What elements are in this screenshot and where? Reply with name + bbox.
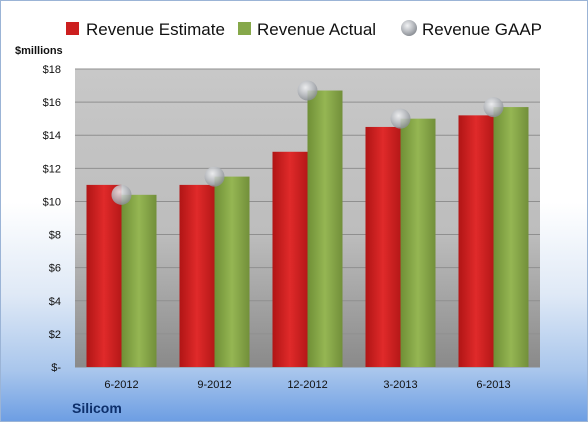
y-tick-label: $4 — [49, 296, 61, 308]
legend-marker-gray-dot — [401, 20, 417, 36]
gaap-marker — [390, 108, 411, 129]
gaap-marker — [297, 80, 318, 101]
legend-item-revenue-gaap: Revenue GAAP — [401, 20, 542, 39]
legend-item-revenue-estimate: Revenue Estimate — [66, 20, 225, 39]
bar-revenue-estimate — [86, 184, 122, 367]
legend-label-revenue-estimate: Revenue Estimate — [86, 20, 225, 39]
x-tick-label: 3-2013 — [383, 379, 417, 391]
y-tick-label: $18 — [43, 64, 61, 76]
bar-revenue-estimate — [365, 126, 401, 367]
legend-label-revenue-actual: Revenue Actual — [257, 20, 376, 39]
y-tick-label: $8 — [49, 230, 61, 242]
y-tick-label: $10 — [43, 196, 61, 208]
x-tick-labels: 6-2012 9-2012 12-2012 3-2013 6-2013 — [104, 379, 510, 391]
x-tick-label: 6-2013 — [476, 379, 510, 391]
legend-label-revenue-gaap: Revenue GAAP — [422, 20, 542, 39]
y-tick-label: $- — [51, 362, 61, 374]
bar-revenue-actual — [121, 194, 157, 367]
y-tick-label: $12 — [43, 163, 61, 175]
x-tick-label: 6-2012 — [104, 379, 138, 391]
gaap-markers — [111, 80, 504, 205]
gaap-marker — [204, 166, 225, 187]
legend: Revenue Estimate Revenue Actual Revenue … — [66, 20, 542, 39]
bar-revenue-estimate — [179, 184, 215, 367]
y-tick-labels: $- $2 $4 $6 $8 $10 $12 $14 $16 $18 — [43, 64, 62, 374]
legend-item-revenue-actual: Revenue Actual — [238, 20, 376, 39]
y-tick-label: $6 — [49, 263, 61, 275]
company-label: Silicom — [72, 400, 122, 416]
x-tick-label: 12-2012 — [287, 379, 327, 391]
bar-revenue-actual — [307, 90, 343, 368]
x-tick-label: 9-2012 — [197, 379, 231, 391]
gaap-marker — [483, 97, 504, 118]
y-axis-unit-label: $millions — [15, 45, 63, 57]
bar-revenue-actual — [493, 107, 529, 368]
bar-revenue-actual — [400, 118, 436, 368]
legend-swatch-green — [238, 22, 251, 35]
bar-revenue-estimate — [272, 151, 308, 367]
bar-revenue-actual — [214, 176, 250, 367]
y-tick-label: $2 — [49, 329, 61, 341]
bar-revenue-estimate — [458, 115, 494, 367]
y-tick-label: $16 — [43, 97, 61, 109]
y-tick-label: $14 — [43, 130, 61, 142]
bars — [86, 90, 529, 368]
legend-swatch-red — [66, 22, 79, 35]
gaap-marker — [111, 184, 132, 205]
